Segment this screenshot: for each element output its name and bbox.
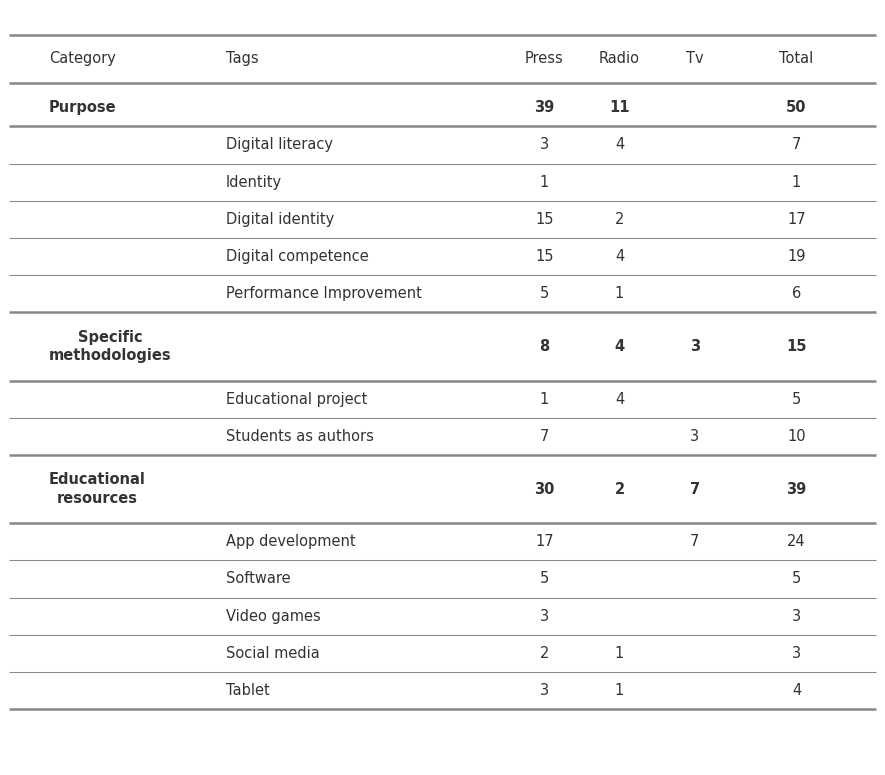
Text: 50: 50 xyxy=(786,100,807,115)
Text: 4: 4 xyxy=(615,249,624,264)
Text: Students as authors: Students as authors xyxy=(226,429,373,444)
Text: Radio: Radio xyxy=(599,51,640,67)
Text: Digital competence: Digital competence xyxy=(226,249,368,264)
Text: Digital identity: Digital identity xyxy=(226,212,334,227)
Text: 1: 1 xyxy=(615,646,624,661)
Text: 4: 4 xyxy=(615,391,624,407)
Text: Category: Category xyxy=(49,51,116,67)
Text: Tablet: Tablet xyxy=(226,683,269,698)
Text: Tv: Tv xyxy=(686,51,704,67)
Text: Software: Software xyxy=(226,571,290,587)
Text: Performance Improvement: Performance Improvement xyxy=(226,286,421,301)
Text: 7: 7 xyxy=(690,534,699,549)
Text: 15: 15 xyxy=(786,339,807,354)
Text: Social media: Social media xyxy=(226,646,319,661)
Text: 24: 24 xyxy=(787,534,806,549)
Text: Press: Press xyxy=(525,51,564,67)
Text: 15: 15 xyxy=(535,249,553,264)
Text: 17: 17 xyxy=(535,534,554,549)
Text: 5: 5 xyxy=(540,571,549,587)
Text: Tags: Tags xyxy=(226,51,258,67)
Text: Video games: Video games xyxy=(226,608,320,624)
Text: 3: 3 xyxy=(689,339,700,354)
Text: 1: 1 xyxy=(540,174,549,190)
Text: 3: 3 xyxy=(792,646,801,661)
Text: 1: 1 xyxy=(615,683,624,698)
Text: 3: 3 xyxy=(540,608,549,624)
Text: 3: 3 xyxy=(690,429,699,444)
Text: 30: 30 xyxy=(534,481,555,497)
Text: Digital literacy: Digital literacy xyxy=(226,137,333,153)
Text: Identity: Identity xyxy=(226,174,281,190)
Text: Total: Total xyxy=(780,51,813,67)
Text: Specific
methodologies: Specific methodologies xyxy=(49,329,172,363)
Text: 4: 4 xyxy=(792,683,801,698)
Text: Purpose: Purpose xyxy=(49,100,116,115)
Text: 1: 1 xyxy=(615,286,624,301)
Text: 4: 4 xyxy=(614,339,625,354)
Text: 3: 3 xyxy=(792,608,801,624)
Text: 6: 6 xyxy=(792,286,801,301)
Text: 11: 11 xyxy=(609,100,630,115)
Text: 7: 7 xyxy=(792,137,801,153)
Text: 7: 7 xyxy=(540,429,549,444)
Text: 10: 10 xyxy=(787,429,806,444)
Text: 1: 1 xyxy=(540,391,549,407)
Text: 4: 4 xyxy=(615,137,624,153)
Text: 3: 3 xyxy=(540,683,549,698)
Text: 7: 7 xyxy=(689,481,700,497)
Text: 5: 5 xyxy=(792,391,801,407)
Text: 17: 17 xyxy=(787,212,806,227)
Text: 39: 39 xyxy=(787,481,806,497)
Text: 5: 5 xyxy=(792,571,801,587)
Text: 3: 3 xyxy=(540,137,549,153)
Text: Educational
resources: Educational resources xyxy=(49,472,145,506)
Text: App development: App development xyxy=(226,534,355,549)
Text: 2: 2 xyxy=(615,212,624,227)
Text: Educational project: Educational project xyxy=(226,391,367,407)
Text: 2: 2 xyxy=(614,481,625,497)
Text: 8: 8 xyxy=(539,339,550,354)
Text: 5: 5 xyxy=(540,286,549,301)
Text: 19: 19 xyxy=(788,249,805,264)
Text: 1: 1 xyxy=(792,174,801,190)
Text: 39: 39 xyxy=(535,100,554,115)
Text: 2: 2 xyxy=(540,646,549,661)
Text: 15: 15 xyxy=(535,212,553,227)
